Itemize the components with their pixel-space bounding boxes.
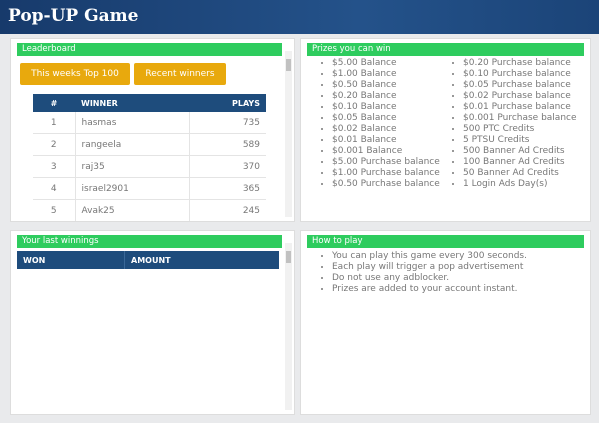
cell: 735 [189, 112, 266, 134]
tab[interactable]: Recent winners [134, 63, 226, 85]
leaderboard-row: 1 hasmas 735 [33, 112, 266, 134]
panel-title: Prizes you can win [307, 43, 584, 56]
prize-item: 500 Banner Ad Credits [463, 146, 577, 157]
header-title: Pop-UP Game [8, 6, 139, 26]
prize-item: 1 Login Ads Day(s) [463, 179, 577, 190]
scrollbar[interactable] [285, 243, 292, 410]
cell: hasmas [75, 112, 191, 134]
prize-item: $0.05 Balance [332, 113, 440, 124]
how-to-play-item: Prizes are added to your account instant… [332, 284, 527, 295]
leaderboard-table: # WINNER PLAYS 1 hasmas 735 2 rangeela 589 3 raj35… [33, 94, 266, 221]
prize-item: $0.05 Purchase balance [463, 80, 577, 91]
prize-item: $0.50 Balance [332, 80, 440, 91]
winnings-panel: Your last winnings WON AMOUNT [10, 230, 295, 415]
scrollbar[interactable] [285, 51, 292, 217]
leaderboard-panel: Leaderboard This weeks Top 100 Recent wi… [10, 38, 295, 222]
prize-item: $0.20 Purchase balance [463, 58, 577, 69]
prize-item: 500 PTC Credits [463, 124, 577, 135]
column-header: WON [17, 251, 125, 269]
prize-item: $0.01 Purchase balance [463, 102, 577, 113]
panel-title: Leaderboard [17, 43, 282, 56]
prize-item: $0.001 Purchase balance [463, 113, 577, 124]
prize-item: 50 Banner Ad Credits [463, 168, 577, 179]
cell: 245 [189, 199, 266, 221]
how-to-play-item: Each play will trigger a pop advertiseme… [332, 262, 527, 273]
prize-item: $1.00 Balance [332, 69, 440, 80]
cell: 2 [33, 133, 76, 156]
prize-item: $5.00 Balance [332, 58, 440, 69]
prize-item: $0.02 Purchase balance [463, 91, 577, 102]
prize-item: $0.10 Purchase balance [463, 69, 577, 80]
leaderboard-row: 3 raj35 370 [33, 155, 266, 178]
prize-item: $0.01 Balance [332, 135, 440, 146]
prize-item: $0.001 Balance [332, 146, 440, 157]
column-header: WINNER [75, 94, 190, 112]
header: Pop-UP Game [0, 0, 599, 34]
how-to-play-item: Do not use any adblocker. [332, 273, 527, 284]
cell: 370 [189, 155, 266, 178]
how-to-play-list: You can play this game every 300 seconds… [320, 251, 527, 295]
panel-title: How to play [307, 235, 584, 248]
prize-item: $0.02 Balance [332, 124, 440, 135]
cell: 1 [33, 112, 76, 134]
leaderboard-row: 4 israel2901 365 [33, 177, 266, 200]
cell: raj35 [75, 155, 191, 178]
column-header: # [33, 94, 75, 112]
cell: israel2901 [75, 177, 191, 200]
how-to-play-item: You can play this game every 300 seconds… [332, 251, 527, 262]
how-to-play-panel: How to play You can play this game every… [300, 230, 591, 415]
prize-item: $1.00 Purchase balance [332, 168, 440, 179]
prize-item: 5 PTSU Credits [463, 135, 577, 146]
header-row: # WINNER PLAYS [33, 94, 266, 112]
prize-item: $0.10 Balance [332, 102, 440, 113]
leaderboard-row: 2 rangeela 589 [33, 133, 266, 156]
prizes-panel: Prizes you can win $5.00 Balance$1.00 Ba… [300, 38, 591, 222]
prize-item: 100 Banner Ad Credits [463, 157, 577, 168]
cell: rangeela [75, 133, 191, 156]
winnings-table: WON AMOUNT [17, 251, 279, 269]
cell: 5 [33, 199, 76, 221]
header-row: WON AMOUNT [17, 251, 279, 269]
prize-item: $0.20 Balance [332, 91, 440, 102]
cell: Avak25 [75, 199, 191, 221]
cell: 589 [189, 133, 266, 156]
prize-item: $5.00 Purchase balance [332, 157, 440, 168]
column-header: PLAYS [189, 94, 266, 112]
cell: 3 [33, 155, 76, 178]
cell: 4 [33, 177, 76, 200]
prize-item: $0.50 Purchase balance [332, 179, 440, 190]
leaderboard-row: 5 Avak25 245 [33, 199, 266, 221]
panel-title: Your last winnings [17, 235, 282, 248]
tab[interactable]: This weeks Top 100 [20, 63, 130, 85]
column-header: AMOUNT [124, 251, 279, 269]
prize-list: $0.20 Purchase balance$0.10 Purchase bal… [451, 58, 577, 190]
prize-list: $5.00 Balance$1.00 Balance$0.50 Balance$… [320, 58, 440, 190]
cell: 365 [189, 177, 266, 200]
